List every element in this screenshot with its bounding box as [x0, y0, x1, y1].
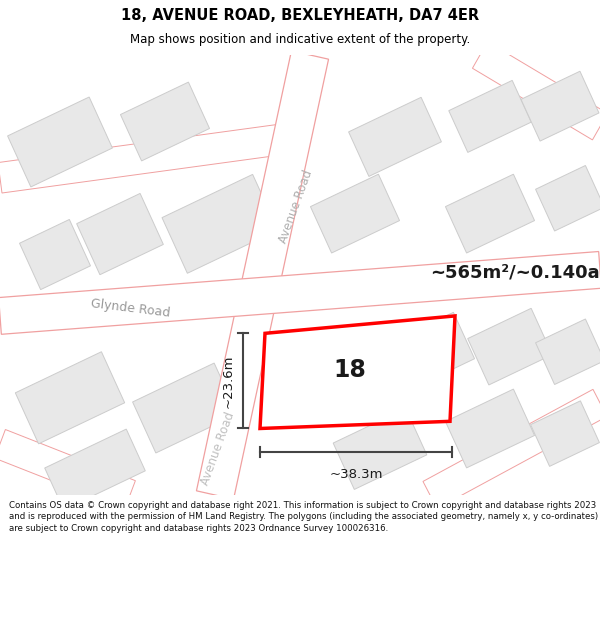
Polygon shape — [423, 389, 600, 509]
Polygon shape — [445, 174, 535, 253]
Text: Avenue Road: Avenue Road — [277, 168, 315, 245]
Polygon shape — [468, 308, 552, 385]
Polygon shape — [530, 401, 599, 466]
Text: Map shows position and indicative extent of the property.: Map shows position and indicative extent… — [130, 33, 470, 46]
Text: Avenue Road: Avenue Road — [199, 411, 237, 488]
Polygon shape — [445, 389, 535, 468]
Polygon shape — [196, 51, 329, 499]
Polygon shape — [8, 97, 112, 187]
Polygon shape — [16, 352, 125, 444]
Polygon shape — [349, 98, 442, 176]
Polygon shape — [449, 81, 531, 152]
Text: 18: 18 — [334, 358, 367, 382]
Polygon shape — [260, 316, 455, 429]
Text: ~565m²/~0.140ac.: ~565m²/~0.140ac. — [430, 264, 600, 282]
Polygon shape — [333, 409, 427, 489]
Polygon shape — [0, 429, 136, 509]
Polygon shape — [133, 363, 238, 453]
Polygon shape — [162, 174, 278, 273]
Polygon shape — [310, 174, 400, 253]
Polygon shape — [521, 71, 599, 141]
Polygon shape — [0, 251, 600, 334]
Polygon shape — [536, 319, 600, 384]
Polygon shape — [472, 42, 600, 140]
Polygon shape — [77, 193, 163, 275]
Polygon shape — [536, 166, 600, 231]
Polygon shape — [385, 312, 475, 391]
Polygon shape — [45, 429, 145, 510]
Text: ~38.3m: ~38.3m — [329, 468, 383, 481]
Text: Glynde Road: Glynde Road — [89, 298, 170, 320]
Text: Contains OS data © Crown copyright and database right 2021. This information is : Contains OS data © Crown copyright and d… — [9, 501, 598, 533]
Polygon shape — [20, 219, 91, 289]
Text: 18, AVENUE ROAD, BEXLEYHEATH, DA7 4ER: 18, AVENUE ROAD, BEXLEYHEATH, DA7 4ER — [121, 8, 479, 23]
Polygon shape — [0, 122, 302, 193]
Polygon shape — [121, 82, 209, 161]
Text: ~23.6m: ~23.6m — [222, 354, 235, 408]
